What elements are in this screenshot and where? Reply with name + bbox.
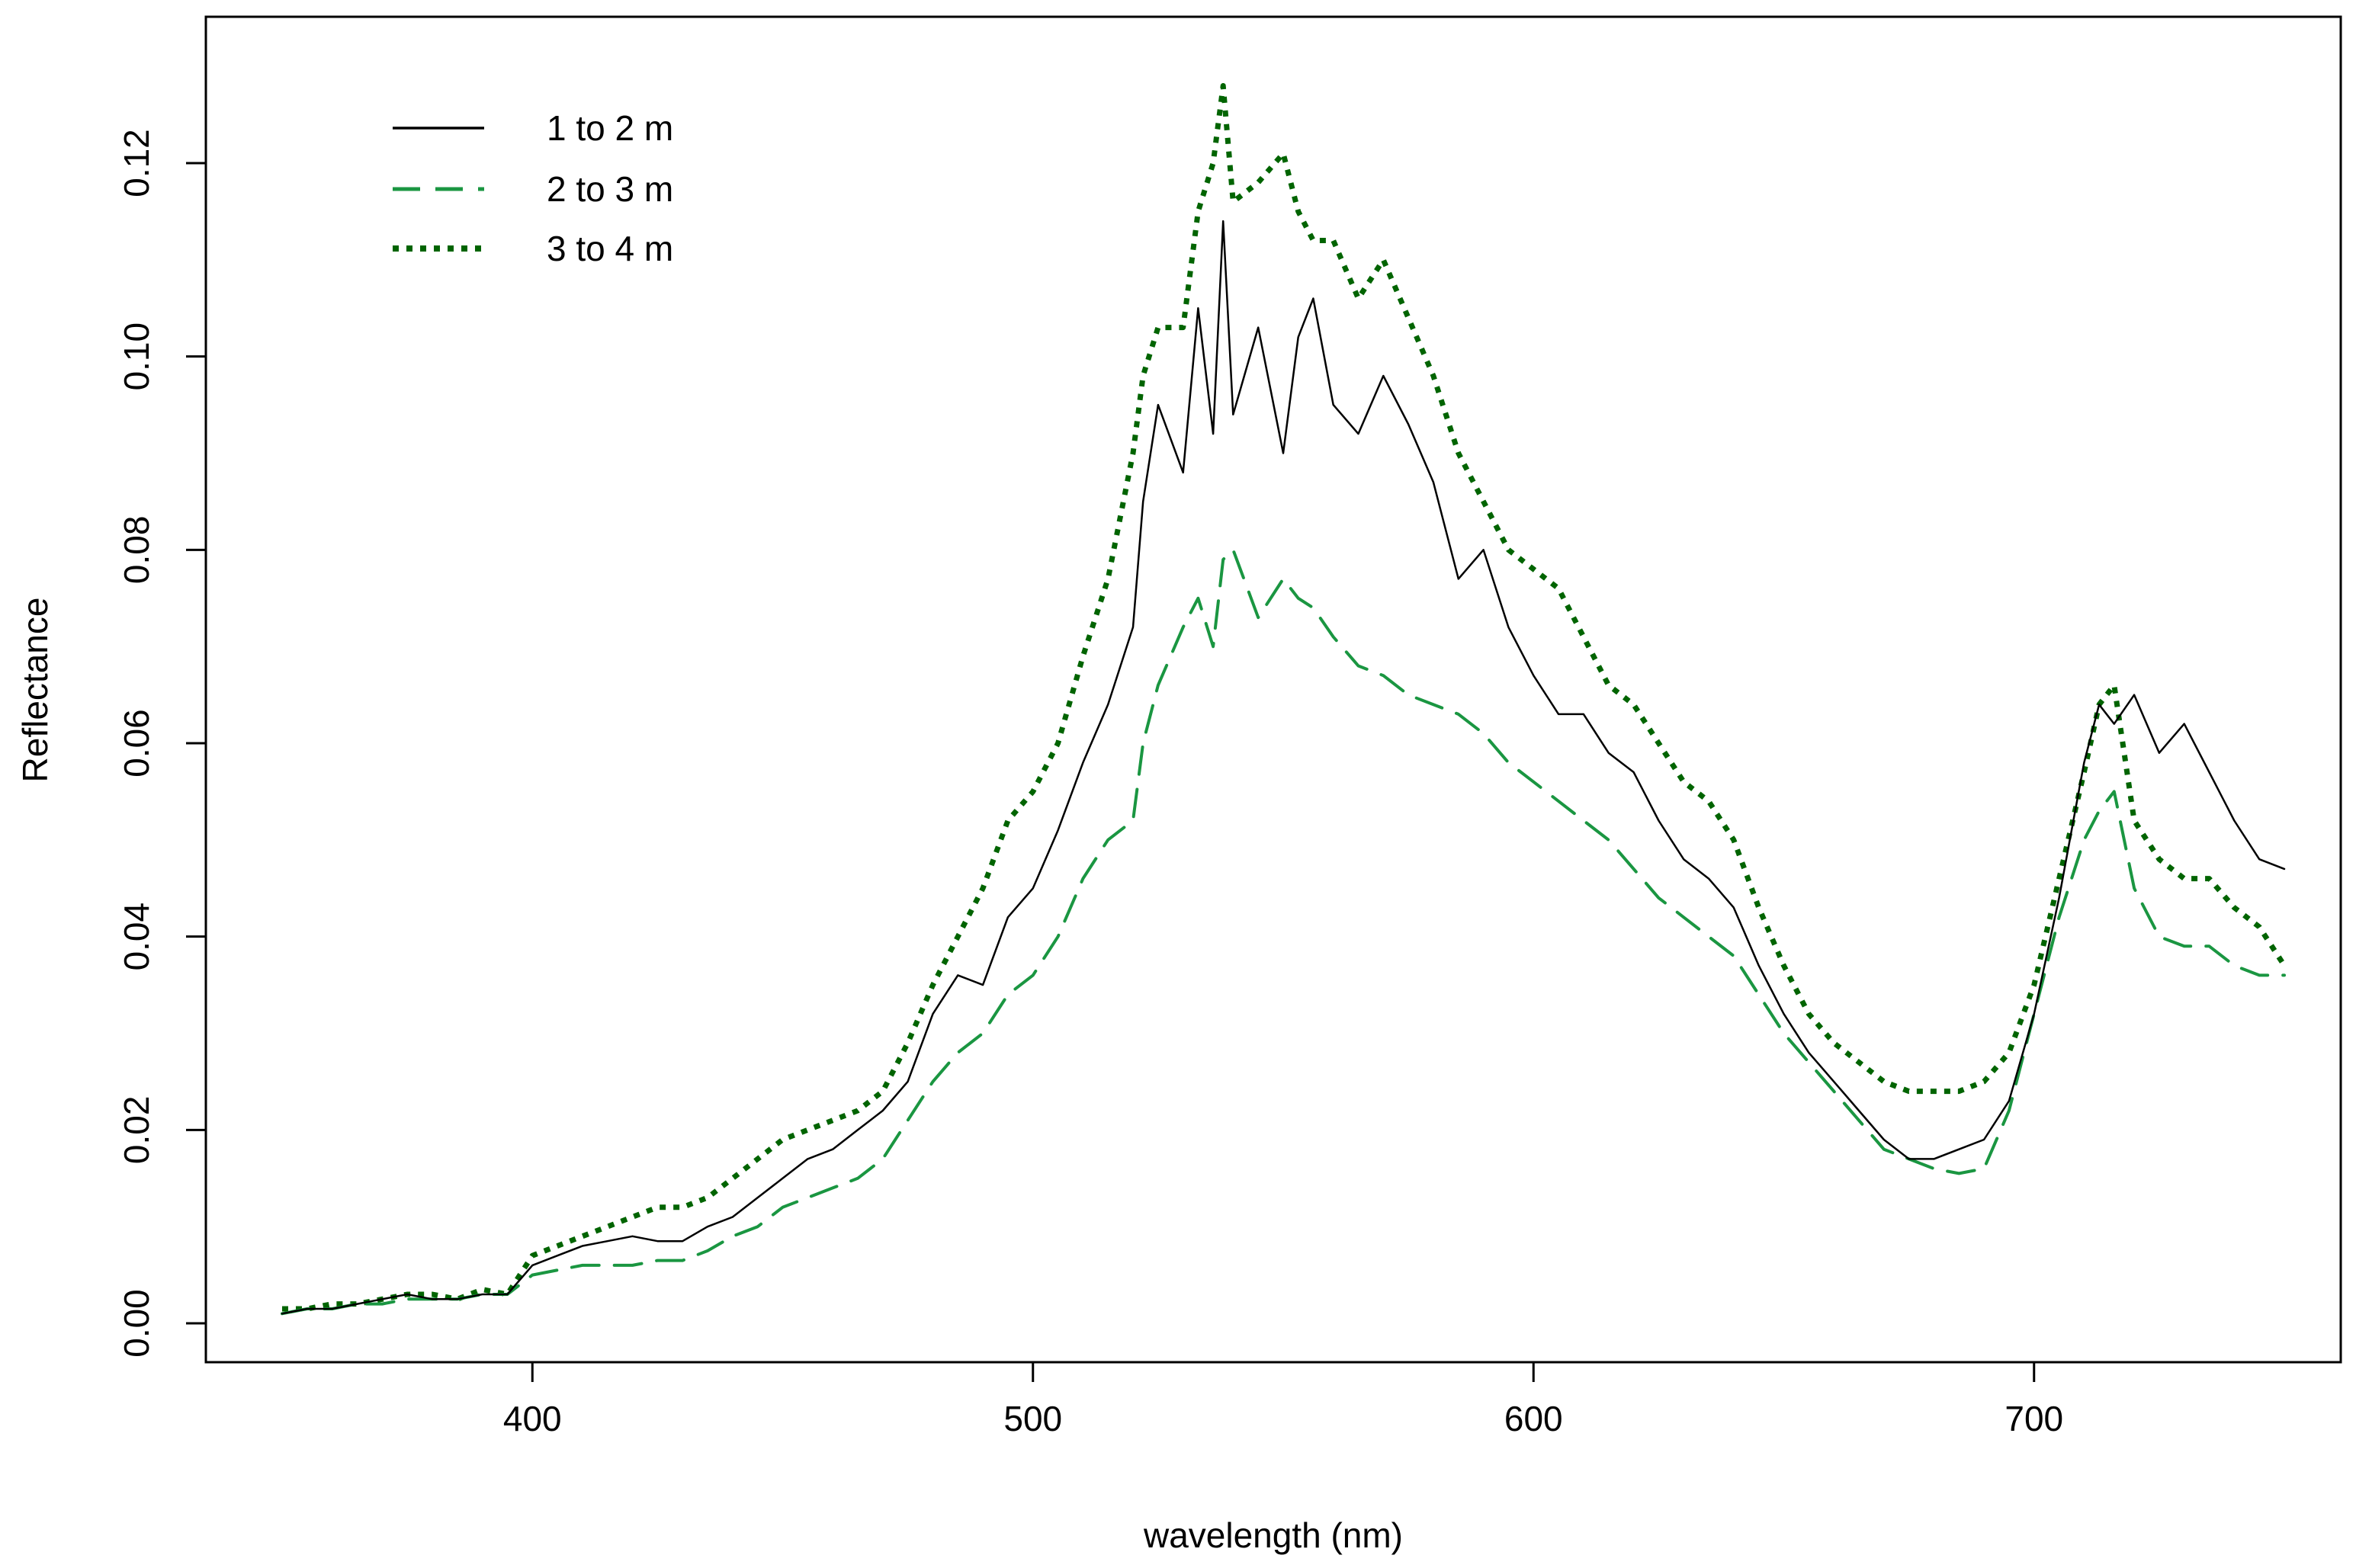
- y-tick-label: 0.12: [117, 129, 156, 197]
- x-tick-label: 600: [1504, 1399, 1563, 1438]
- y-axis: 0.00 0.02 0.04 0.06 0.08 0.10 0.12: [117, 129, 207, 1358]
- y-tick-label: 0.04: [117, 903, 156, 971]
- x-tick-label: 700: [2005, 1399, 2063, 1438]
- x-tick-label: 500: [1003, 1399, 1062, 1438]
- legend-label-2: 2 to 3 m: [547, 169, 673, 209]
- x-axis-label: wavelength (nm): [1143, 1515, 1403, 1555]
- series-layer: [281, 83, 2287, 1316]
- series-line-3: [282, 83, 2287, 1312]
- series-line-2: [281, 548, 2286, 1316]
- x-tick-label: 400: [503, 1399, 562, 1438]
- plot-frame: [204, 15, 2342, 1364]
- legend-label-1: 1 to 2 m: [547, 108, 673, 148]
- series-line-1: [281, 220, 2286, 1315]
- y-tick-label: 0.06: [117, 709, 156, 778]
- x-axis: 400 500 600 700: [503, 1361, 2063, 1438]
- y-axis-label: Reflectance: [15, 598, 55, 783]
- y-tick-label: 0.00: [117, 1289, 156, 1358]
- legend: 1 to 2 m 2 to 3 m 3 to 4 m: [393, 108, 673, 268]
- y-tick-label: 0.10: [117, 322, 156, 391]
- y-tick-label: 0.02: [117, 1096, 156, 1165]
- y-tick-label: 0.08: [117, 516, 156, 585]
- legend-label-3: 3 to 4 m: [547, 229, 673, 268]
